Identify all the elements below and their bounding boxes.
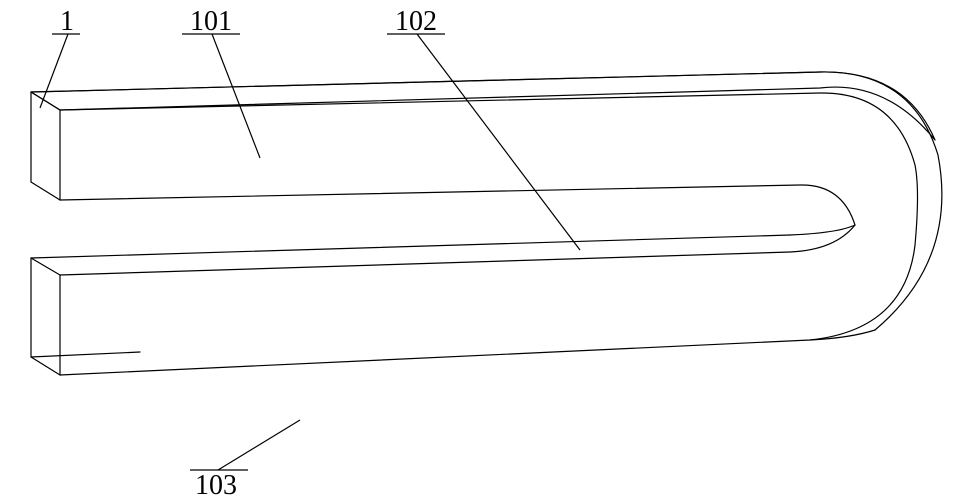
lower-bottom-back-edge [31, 352, 140, 357]
label-103: 103 [195, 470, 237, 501]
technical-drawing: 1 101 102 103 [0, 0, 969, 501]
upper-front-bottom-edge [60, 185, 855, 225]
upper-arm-top-face [31, 72, 935, 140]
label-102-leader [417, 34, 580, 250]
label-102: 102 [395, 6, 437, 37]
label-101: 101 [190, 6, 232, 37]
upper-top-front-edge [60, 93, 915, 165]
upper-end-bottom-slant [31, 182, 60, 200]
lower-end-bottom-slant [31, 357, 60, 375]
label-1-leader [40, 34, 68, 108]
label-1: 1 [60, 6, 74, 37]
label-103-leader [218, 420, 300, 470]
lower-top-back-to-inner [790, 225, 855, 235]
label-101-leader [212, 34, 260, 158]
lower-front-bottom-edge [60, 165, 918, 375]
upper-top-back-edge [31, 72, 942, 330]
u-tube [31, 72, 942, 375]
lower-top-left-end [31, 258, 60, 275]
lower-top-back-edge [31, 235, 790, 258]
inner-gap-bottom-edge [60, 225, 855, 275]
